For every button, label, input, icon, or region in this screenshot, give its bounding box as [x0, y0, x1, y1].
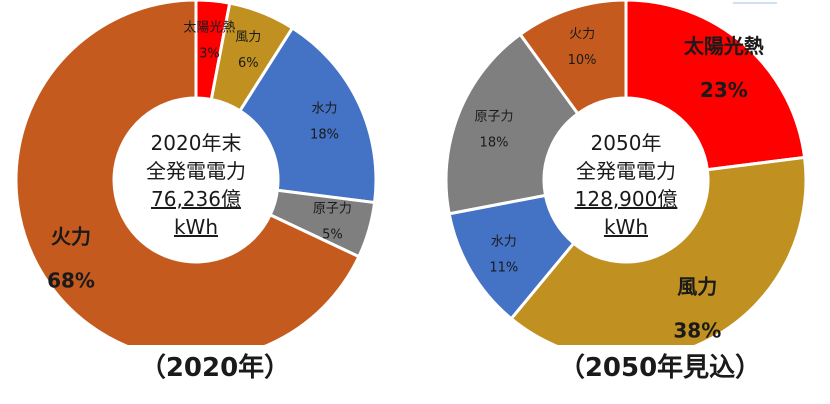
slice-thermal: [518, 0, 628, 116]
center-summary-2050: 2050年 全発電電力 128,900億 kWh: [575, 131, 678, 239]
slice-label-solar: 太陽光熱: [183, 21, 235, 36]
center-line-1: 2020年末: [151, 131, 242, 155]
center-line-2: 全発電電力: [576, 159, 676, 183]
center-line-4: kWh: [174, 215, 218, 239]
slice-value-nuclear: 18%: [480, 136, 509, 151]
slice-label-nuclear: 原子力: [313, 202, 352, 217]
slice-value-wind: 6%: [238, 56, 259, 71]
slice-value-solar: 3%: [199, 47, 220, 62]
slice-value-solar: 23%: [700, 78, 748, 102]
center-line-1: 2050年: [591, 131, 662, 155]
slice-label-solar: 太陽光熱: [684, 34, 764, 58]
decorative-line: [733, 2, 777, 4]
chart-caption-2020: （2020年）: [139, 353, 291, 383]
slice-nuclear: [444, 32, 580, 216]
slice-solar: [624, 0, 807, 172]
center-line-3: 128,900億: [575, 187, 678, 211]
donut-chart-2050: 太陽光熱 23% 風力 38% 水力 11% 原子力 18% 火力 10% 2050年 全発電電力…: [444, 0, 808, 345]
slice-value-nuclear: 5%: [322, 228, 343, 243]
center-summary-2020: 2020年末 全発電電力 76,236億 kWh: [146, 131, 246, 239]
slice-label-hydro: 水力: [311, 102, 337, 117]
slice-label-wind: 風力: [677, 275, 717, 299]
center-line-2: 全発電電力: [146, 159, 246, 183]
slice-value-thermal: 68%: [47, 268, 95, 292]
slice-hydro: [237, 25, 378, 205]
slice-value-hydro: 11%: [489, 260, 518, 275]
slice-label-thermal: 火力: [51, 224, 91, 248]
slice-label-nuclear: 原子力: [474, 110, 513, 125]
chart-caption-2050: （2050年見込）: [558, 353, 762, 383]
slice-value-thermal: 10%: [568, 53, 597, 68]
slice-value-hydro: 18%: [310, 128, 339, 143]
slice-thermal: [14, 0, 361, 345]
center-line-3: 76,236億: [151, 187, 241, 211]
slice-label-thermal: 火力: [569, 27, 595, 42]
slice-wind: [509, 155, 808, 345]
donut-chart-2020: 太陽光熱 3% 風力 6% 水力 18% 原子力 5% 火力 68% 2020年末 全発電電力 7…: [14, 0, 378, 345]
center-line-4: kWh: [604, 215, 648, 239]
slice-value-wind: 38%: [673, 319, 721, 343]
slice-label-hydro: 水力: [491, 234, 517, 249]
slice-label-wind: 風力: [235, 30, 261, 45]
